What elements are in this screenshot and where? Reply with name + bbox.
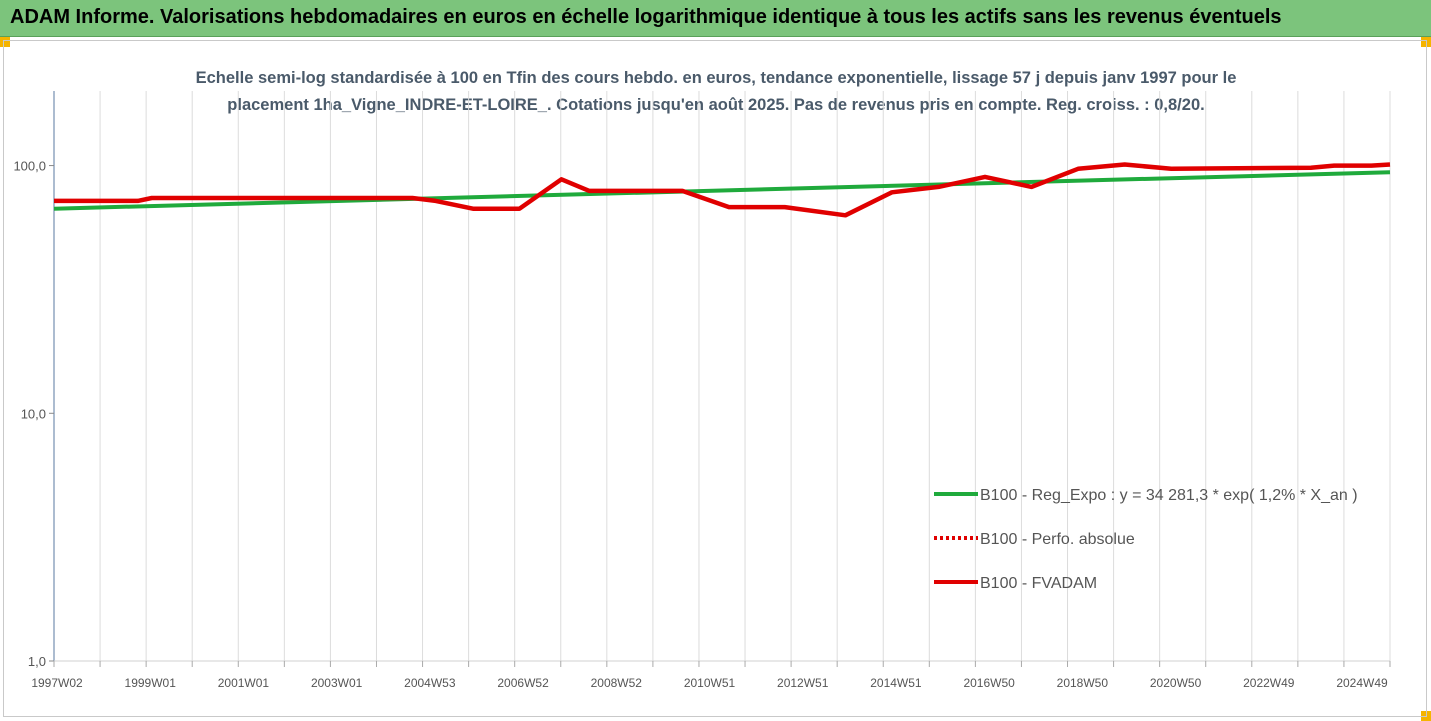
x-tick-label: 2020W50 — [1150, 676, 1202, 690]
x-tick-label: 1997W02 — [31, 676, 83, 690]
y-tick-label: 1,0 — [28, 654, 46, 669]
corner-marker-left — [0, 37, 10, 47]
x-tick-label: 2014W51 — [870, 676, 922, 690]
axes: 1,0 10,0 100,0 1997W02 1999W01 2001W01 2003W01… — [13, 91, 1391, 690]
x-tick-label: 2003W01 — [311, 676, 363, 690]
window-title: ADAM Informe. Valorisations hebdomadaire… — [10, 6, 1282, 28]
x-tick-label: 2006W52 — [497, 676, 549, 690]
chart-canvas: Echelle semi-log standardisée à 100 en T… — [13, 69, 1391, 690]
legend-label: B100 - FVADAM — [980, 575, 1097, 592]
x-tick-label: 2001W01 — [218, 676, 270, 690]
gridlines — [99, 91, 1391, 661]
x-tick-label: 2016W50 — [963, 676, 1015, 690]
series-line-reg-expo — [53, 170, 1391, 211]
chart-subtitle-line-1: Echelle semi-log standardisée à 100 en T… — [196, 69, 1237, 87]
x-tick-label: 2024W49 — [1336, 676, 1388, 690]
y-tick-label: 10,0 — [21, 406, 46, 421]
x-tick-label: 1999W01 — [125, 676, 177, 690]
legend: B100 - Reg_Expo : y = 34 281,3 * exp( 1,… — [934, 487, 1358, 592]
y-tick-label: 100,0 — [13, 159, 46, 174]
chart-area: Echelle semi-log standardisée à 100 en T… — [3, 40, 1427, 717]
x-tick-label: 2004W53 — [404, 676, 456, 690]
x-tick-label: 2010W51 — [684, 676, 736, 690]
chart-subtitle-line-2: placement 1ha_Vigne_INDRE-ET-LOIRE_. Cot… — [227, 96, 1204, 114]
legend-label: B100 - Reg_Expo : y = 34 281,3 * exp( 1,… — [980, 487, 1358, 504]
x-tick-label: 2022W49 — [1243, 676, 1295, 690]
x-tick-label: 2018W50 — [1057, 676, 1109, 690]
x-tick-label: 2012W51 — [777, 676, 829, 690]
legend-label: B100 - Perfo. absolue — [980, 531, 1135, 548]
series-line-fvadam — [54, 162, 1391, 218]
x-tick-label: 2008W52 — [591, 676, 643, 690]
title-bar: ADAM Informe. Valorisations hebdomadaire… — [0, 0, 1431, 37]
series-lines — [53, 162, 1391, 218]
